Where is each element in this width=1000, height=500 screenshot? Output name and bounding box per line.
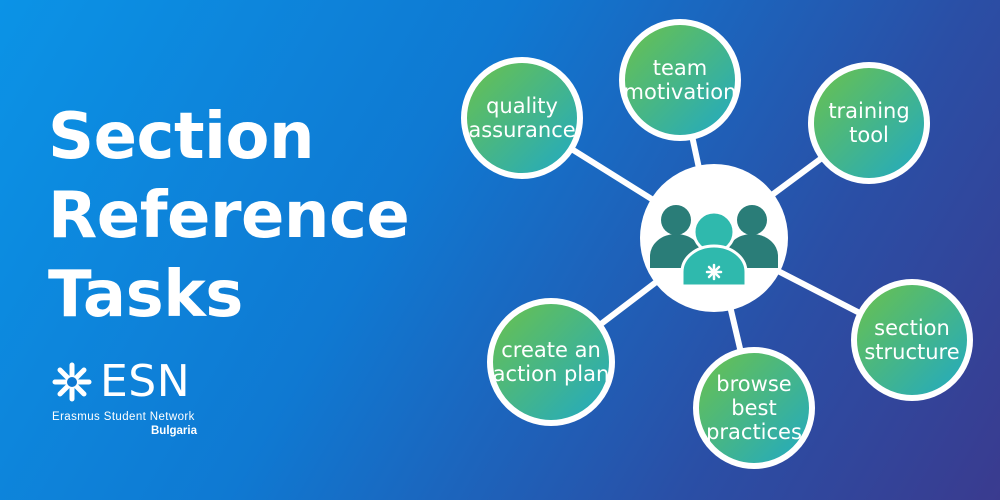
node-label: team	[653, 56, 707, 80]
node-label: tool	[849, 123, 889, 147]
node-circle	[851, 279, 973, 401]
node-label: create an	[501, 338, 601, 362]
people-group-icon	[650, 205, 778, 288]
node-label: action plan	[493, 362, 610, 386]
node-label: section	[874, 316, 950, 340]
node-circle	[693, 347, 815, 469]
person-head	[661, 205, 691, 235]
esn-logo: ESN Erasmus Student Network Bulgaria	[52, 357, 222, 447]
node-circle	[487, 298, 615, 426]
page-title: Section Reference Tasks	[48, 98, 410, 335]
node-label: browse	[716, 372, 791, 396]
esn-star-icon	[52, 362, 92, 402]
logo-country: Bulgaria	[150, 425, 197, 437]
node-label: assurance	[468, 118, 575, 142]
node-label: training	[828, 99, 909, 123]
node-label: structure	[864, 340, 959, 364]
esn-star-icon	[705, 263, 723, 281]
node-label: quality	[486, 94, 558, 118]
node-label: practices	[706, 420, 802, 444]
title-line-2: Reference	[48, 179, 410, 253]
hub-circle	[640, 164, 788, 312]
logo-subtitle: Erasmus Student Network	[52, 411, 195, 423]
node-circle	[461, 57, 583, 179]
node-label: best	[731, 396, 776, 420]
node-label: motivation	[624, 80, 737, 104]
node-circle	[808, 62, 930, 184]
logo-name: ESN	[100, 356, 191, 407]
node-circle	[619, 19, 741, 141]
title-line-3: Tasks	[48, 258, 243, 332]
person-head	[737, 205, 767, 235]
title-line-1: Section	[48, 100, 315, 174]
